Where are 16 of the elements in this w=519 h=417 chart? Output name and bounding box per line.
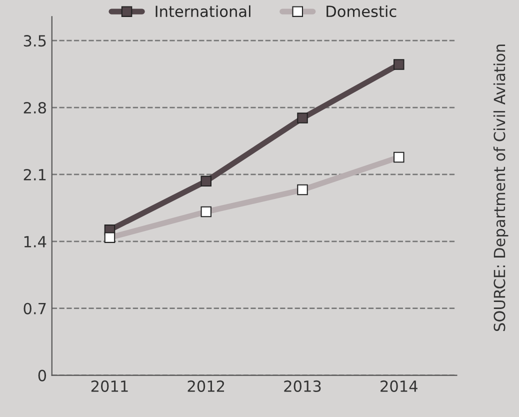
x-tick-label: 2012	[188, 380, 224, 392]
legend-label: Domestic	[326, 5, 396, 18]
x-tick-label: 2014	[380, 380, 418, 392]
point	[297, 112, 308, 124]
x-tick-label: 2011	[91, 380, 128, 392]
point	[200, 176, 212, 187]
legend-label: International	[156, 5, 250, 18]
y-tick-label: 2.1	[24, 168, 46, 180]
y-tick-label: 3.5	[24, 35, 46, 47]
y-tick-label: 2.8	[24, 102, 46, 114]
y-tick-label: 0.7	[24, 302, 46, 314]
x-tick-label: 2013	[284, 380, 321, 392]
y-tick-label: 0	[38, 370, 46, 382]
point	[394, 59, 404, 70]
y-tick-label: 1.4	[24, 236, 46, 248]
source-note: SOURCE: Department of Civil Aviation	[493, 44, 508, 332]
